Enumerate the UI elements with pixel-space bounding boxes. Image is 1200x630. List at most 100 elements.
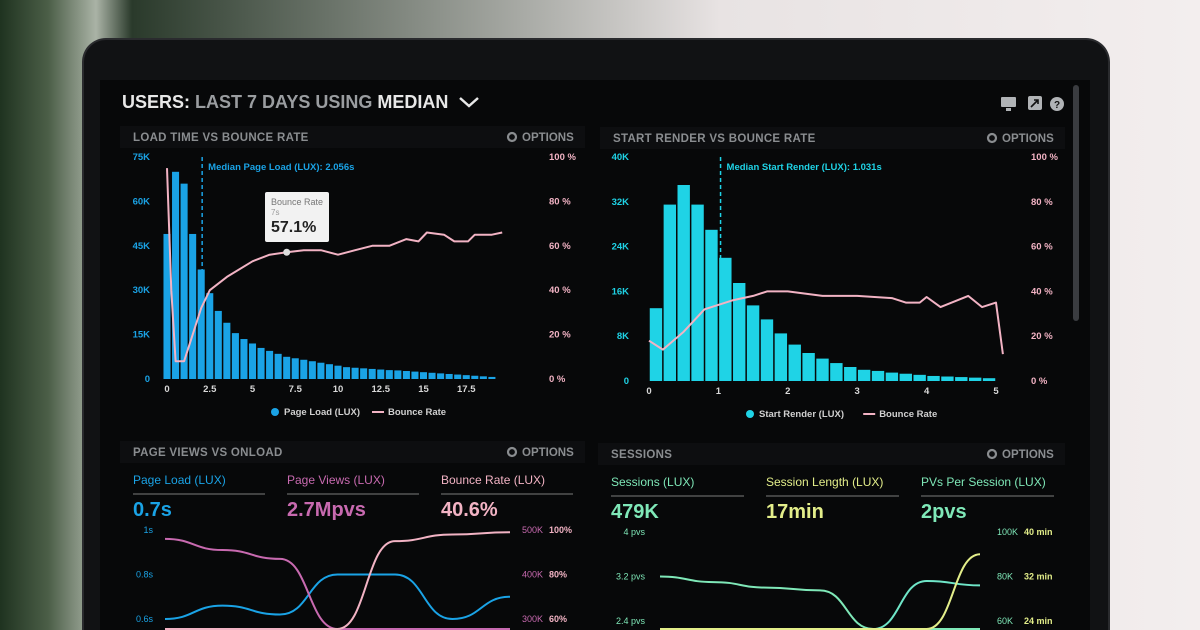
y-tick-label: 15K bbox=[133, 330, 151, 341]
share-icon[interactable] bbox=[1028, 96, 1042, 110]
options-label[interactable]: OPTIONS bbox=[522, 132, 574, 144]
metric-label: Bounce Rate (LUX) bbox=[441, 473, 545, 487]
histogram-bar bbox=[857, 369, 871, 381]
panel-title: START RENDER VS BOUNCE RATE bbox=[613, 133, 816, 145]
gear-icon[interactable] bbox=[506, 446, 518, 458]
y-tick-label: 1s bbox=[143, 525, 153, 535]
series-line bbox=[165, 531, 511, 630]
metric-value: 40.6% bbox=[441, 499, 498, 521]
histogram-bar bbox=[223, 322, 231, 379]
histogram-bar bbox=[982, 378, 996, 381]
y-tick-label: 0.6s bbox=[136, 614, 154, 624]
histogram-bar bbox=[206, 293, 214, 379]
y-tick-label: 0 bbox=[624, 376, 629, 387]
options-label[interactable]: OPTIONS bbox=[1002, 449, 1054, 461]
histogram-bar bbox=[291, 358, 299, 379]
options-button[interactable]: OPTIONS bbox=[986, 132, 1054, 145]
gear-icon[interactable] bbox=[986, 132, 998, 144]
header-using: USING bbox=[315, 92, 372, 112]
histogram-bar bbox=[266, 350, 274, 379]
header-prefix: USERS: bbox=[122, 92, 190, 112]
y3-tick-label: 80% bbox=[549, 570, 567, 580]
histogram-bar bbox=[317, 362, 325, 379]
series-line bbox=[164, 537, 510, 630]
histogram-bar bbox=[377, 369, 385, 379]
histogram-bar bbox=[308, 361, 316, 379]
y-tick-label: 4 pvs bbox=[623, 527, 645, 537]
panel-title: PAGE VIEWS VS ONLOAD bbox=[133, 447, 283, 459]
y2-tick-label: 300K bbox=[522, 614, 543, 624]
histogram-bar bbox=[746, 305, 760, 381]
histogram-bar bbox=[844, 367, 857, 381]
histogram-bar bbox=[180, 183, 188, 379]
metric-label: Sessions (LUX) bbox=[611, 475, 694, 489]
options-button[interactable]: OPTIONS bbox=[506, 131, 574, 144]
y-tick-label: 16K bbox=[612, 286, 630, 297]
y2-tick-label: 40 % bbox=[1031, 286, 1053, 297]
gear-icon[interactable] bbox=[506, 131, 518, 143]
histogram-bar bbox=[871, 370, 885, 381]
bounce-rate-line bbox=[166, 168, 503, 363]
legend-marker bbox=[271, 408, 279, 416]
y2-tick-label: 80 % bbox=[549, 196, 571, 207]
help-icon[interactable]: ? bbox=[1050, 97, 1064, 111]
y2-tick-label: 60 % bbox=[549, 241, 571, 252]
series-line bbox=[659, 575, 980, 630]
legend-label: Bounce Rate bbox=[388, 407, 446, 418]
metric-label: Page Views (LUX) bbox=[287, 473, 385, 487]
histogram-bar bbox=[941, 376, 954, 381]
y3-tick-label: 24 min bbox=[1024, 616, 1053, 626]
scrollbar[interactable] bbox=[1073, 85, 1079, 321]
y-tick-label: 2.4 pvs bbox=[616, 616, 646, 626]
histogram-bar bbox=[172, 171, 180, 379]
options-label[interactable]: OPTIONS bbox=[1002, 133, 1054, 145]
tooltip-label: Bounce Rate bbox=[271, 197, 323, 207]
options-label[interactable]: OPTIONS bbox=[522, 447, 574, 459]
header-icons: ? bbox=[1001, 96, 1064, 111]
histogram-bar bbox=[300, 359, 308, 379]
series-line bbox=[660, 579, 981, 630]
histogram-bar bbox=[774, 333, 788, 381]
histogram-bar bbox=[189, 233, 197, 379]
y2-tick-label: 60K bbox=[997, 616, 1013, 626]
monitor-icon[interactable] bbox=[1001, 97, 1016, 111]
x-tick-label: 17.5 bbox=[457, 384, 476, 395]
header-period[interactable]: LAST 7 DAYS bbox=[195, 92, 310, 112]
histogram-bar bbox=[343, 367, 351, 379]
x-tick-label: 5 bbox=[993, 386, 999, 397]
histogram-bar bbox=[705, 229, 718, 381]
header-stat[interactable]: MEDIAN bbox=[377, 92, 448, 112]
y2-tick-label: 20 % bbox=[1031, 331, 1053, 342]
chevron-down-icon[interactable] bbox=[459, 97, 479, 108]
x-tick-label: 7.5 bbox=[289, 384, 303, 395]
histogram-bar bbox=[479, 376, 487, 379]
histogram-bar bbox=[445, 373, 453, 379]
y2-tick-label: 0 % bbox=[549, 374, 566, 385]
x-tick-label: 2.5 bbox=[203, 384, 217, 395]
y3-tick-label: 40 min bbox=[1024, 527, 1053, 537]
options-button[interactable]: OPTIONS bbox=[986, 448, 1054, 461]
y-tick-label: 32K bbox=[612, 197, 630, 208]
y2-tick-label: 100 % bbox=[1031, 152, 1058, 163]
metric-label: Session Length (LUX) bbox=[766, 475, 883, 489]
metric-value: 17min bbox=[766, 501, 824, 523]
histogram-bar bbox=[760, 319, 774, 381]
y2-tick-label: 100 % bbox=[549, 152, 576, 163]
histogram-bar bbox=[240, 339, 248, 379]
y2-tick-label: 80K bbox=[997, 572, 1013, 582]
histogram-bar bbox=[691, 204, 704, 381]
y-tick-label: 45K bbox=[133, 241, 151, 252]
legend-label: Page Load (LUX) bbox=[284, 407, 360, 418]
metric-value: 2pvs bbox=[921, 501, 967, 523]
options-button[interactable]: OPTIONS bbox=[506, 446, 574, 459]
histogram-bar bbox=[899, 373, 912, 381]
histogram-bar bbox=[719, 257, 732, 381]
x-tick-label: 1 bbox=[716, 386, 722, 397]
y-tick-label: 40K bbox=[612, 152, 630, 163]
gear-icon[interactable] bbox=[986, 448, 998, 460]
hover-point bbox=[283, 248, 291, 256]
histogram-bar bbox=[351, 367, 359, 379]
series-line bbox=[164, 573, 511, 621]
